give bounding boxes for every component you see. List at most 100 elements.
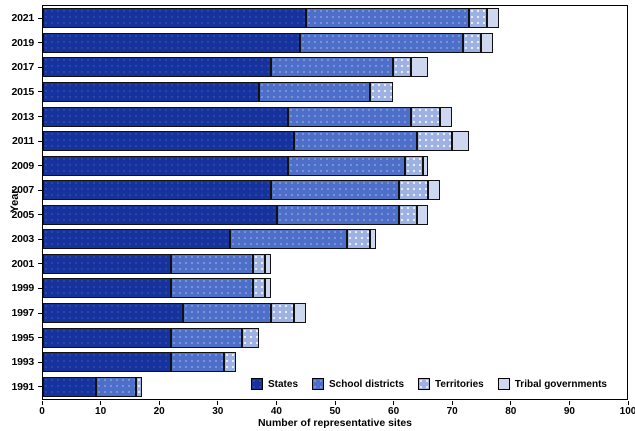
bar-row-2011: 2011 [12, 129, 627, 154]
segment-school-districts [288, 106, 411, 127]
segment-school-districts [171, 253, 254, 274]
segment-states [43, 229, 230, 250]
segment-territories [224, 352, 236, 373]
y-tick-mark [38, 337, 43, 339]
segment-states [43, 131, 295, 152]
segment-territories [270, 303, 295, 324]
x-tick-mark [217, 401, 219, 405]
segment-states [43, 303, 184, 324]
bar-row-2017: 2017 [11, 55, 627, 80]
legend-item-tribal-governments: Tribal governments [497, 378, 607, 390]
segment-school-districts [288, 155, 406, 176]
x-tick-label: 60 [388, 406, 400, 417]
y-tick-label: 2003 [11, 233, 34, 246]
legend-item-states: States [250, 378, 298, 390]
x-tick-label: 40 [270, 406, 282, 417]
legend-label: Tribal governments [514, 378, 607, 390]
bar-row-1995: 1995 [11, 325, 627, 350]
bar-rows-container: 2021 2019 2017 2015 2013 2011 2009 2007 2005 2003… [11, 6, 627, 399]
segment-states [43, 352, 172, 373]
y-tick-mark [38, 165, 43, 167]
stacked-bar [43, 376, 627, 397]
bar-row-2001: 2001 [11, 252, 627, 277]
legend-swatch [250, 378, 263, 390]
segment-school-districts [171, 278, 254, 299]
x-tick-label: 70 [446, 406, 458, 417]
segment-school-districts [171, 327, 242, 348]
segment-school-districts [183, 303, 271, 324]
segment-territories [346, 229, 371, 250]
x-tick-mark [451, 401, 453, 405]
segment-tribal-governments [410, 57, 429, 78]
x-tick-mark [510, 401, 512, 405]
y-tick-mark [38, 312, 43, 314]
x-tick-mark [627, 401, 629, 405]
segment-tribal-governments [370, 229, 376, 250]
x-tick-label: 20 [153, 406, 165, 417]
stacked-bar [43, 278, 627, 299]
x-tick-mark [41, 401, 43, 405]
y-tick-mark [38, 42, 43, 44]
y-tick-label: 1995 [11, 331, 34, 344]
segment-territories [469, 8, 487, 29]
segment-territories [253, 278, 265, 299]
y-tick-mark [38, 386, 43, 388]
stacked-bar [43, 180, 627, 201]
y-tick-label: 2009 [11, 159, 34, 172]
x-tick-mark [393, 401, 395, 405]
x-axis: 0 10 20 30 40 50 60 70 80 90 100 [39, 400, 635, 430]
bar-row-2019: 2019 [11, 31, 627, 56]
bar-row-2009: 2009 [11, 153, 627, 178]
segment-school-districts [299, 32, 464, 53]
segment-school-districts [171, 352, 225, 373]
y-tick-label: 1991 [11, 380, 34, 393]
y-tick-mark [38, 189, 43, 191]
segment-territories [253, 253, 265, 274]
segment-territories [405, 155, 423, 176]
bar-row-2003: 2003 [11, 227, 627, 252]
x-axis-title: Number of representative sites [257, 417, 413, 429]
y-tick-mark [38, 287, 43, 289]
stacked-bar [43, 106, 627, 127]
legend-swatch [418, 378, 431, 390]
y-tick-label: 2001 [11, 257, 34, 270]
segment-school-districts [270, 180, 400, 201]
stacked-bar [43, 327, 627, 348]
y-tick-label: 2005 [11, 208, 34, 221]
y-tick-label: 2019 [11, 36, 34, 49]
segment-school-districts [294, 131, 417, 152]
stacked-bar [43, 253, 627, 274]
segment-tribal-governments [264, 253, 271, 274]
x-tick-label: 10 [95, 406, 107, 417]
x-tick-mark [158, 401, 160, 405]
y-tick-mark [38, 238, 43, 240]
bar-row-2021: 2021 [11, 6, 627, 31]
x-tick-mark [334, 401, 336, 405]
stacked-bar [43, 57, 627, 78]
segment-territories [136, 376, 143, 397]
segment-tribal-governments [480, 32, 493, 53]
segment-states [43, 106, 289, 127]
segment-states [43, 57, 271, 78]
segment-states [43, 81, 260, 102]
segment-tribal-governments [486, 8, 499, 29]
segment-school-districts [270, 57, 394, 78]
y-tick-label: 1993 [11, 356, 34, 369]
bar-row-1993: 1993 [11, 350, 627, 375]
segment-states [43, 155, 289, 176]
segment-tribal-governments [428, 180, 441, 201]
legend-item-school-districts: School districts [312, 378, 404, 390]
segment-tribal-governments [451, 131, 470, 152]
segment-territories [399, 180, 429, 201]
x-tick-label: 0 [39, 406, 45, 417]
x-tick-label: 50 [329, 406, 341, 417]
segment-tribal-governments [264, 278, 271, 299]
y-tick-mark [38, 116, 43, 118]
legend: States School districts Territories Tribal … [250, 378, 607, 390]
x-tick-mark [275, 401, 277, 405]
x-tick-label: 30 [212, 406, 224, 417]
segment-school-districts [95, 376, 137, 397]
segment-territories [241, 327, 260, 348]
stacked-bar [43, 303, 627, 324]
stacked-bar [43, 352, 627, 373]
